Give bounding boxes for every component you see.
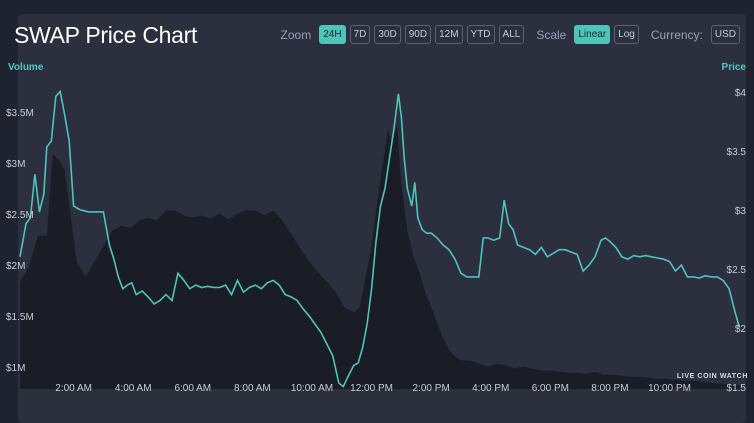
volume-tick-label: $2.5M [6,209,34,221]
live-coin-watch-logo: LIVE COIN WATCH [676,373,748,380]
scale-linear-button[interactable]: Linear [574,25,611,44]
time-tick-label: 2:00 PM [412,383,450,394]
volume-tick-label: $1M [6,362,26,374]
zoom-90d-button[interactable]: 90D [404,25,432,44]
time-tick-label: 4:00 AM [114,383,152,394]
chart-controls: Zoom 24H 7D 30D 90D 12M YTD ALL Scale Li… [273,25,740,44]
currency-usd-button[interactable]: USD [710,25,740,44]
scale-log-button[interactable]: Log [614,25,639,44]
time-tick-label: 6:00 AM [174,383,212,394]
time-tick-label: 4:00 PM [472,383,510,394]
price-tick-label: $2 [734,323,746,335]
price-tick-label: $3.5 [726,146,746,158]
time-tick-label: 10:00 PM [648,383,691,394]
time-tick-label: 2:00 AM [55,383,92,394]
zoom-30d-button[interactable]: 30D [374,25,401,44]
currency-label: Currency: [650,27,703,42]
volume-tick-label: $3.5M [6,107,34,119]
price-tick-label: $1.5 [726,383,746,394]
volume-tick-label: $3M [6,158,26,170]
volume-area [20,123,740,389]
volume-tick-label: $1.5M [6,311,34,323]
scale-label: Scale [536,27,567,42]
price-tick-label: $4 [734,87,746,99]
time-tick-label: 10:00 AM [290,383,334,394]
price-axis-title: Price [721,62,746,73]
price-line [19,89,741,388]
price-tick-label: $3 [734,205,746,217]
zoom-12m-button[interactable]: 12M [435,25,463,44]
time-tick-label: 6:00 PM [531,383,569,394]
time-tick-label: 12:00 PM [350,383,393,394]
zoom-label: Zoom [280,27,312,42]
zoom-ytd-button[interactable]: YTD [466,25,495,44]
time-tick-label: 8:00 PM [591,383,629,394]
page-title: SWAP Price Chart [14,22,198,48]
price-tick-label: $2.5 [726,264,746,276]
zoom-all-button[interactable]: ALL [498,25,525,44]
zoom-24h-button[interactable]: 24H [319,25,346,44]
volume-axis-title: Volume [8,62,44,73]
time-tick-label: 8:00 AM [234,383,271,394]
zoom-7d-button[interactable]: 7D [349,25,371,44]
volume-tick-label: $2M [6,260,26,272]
